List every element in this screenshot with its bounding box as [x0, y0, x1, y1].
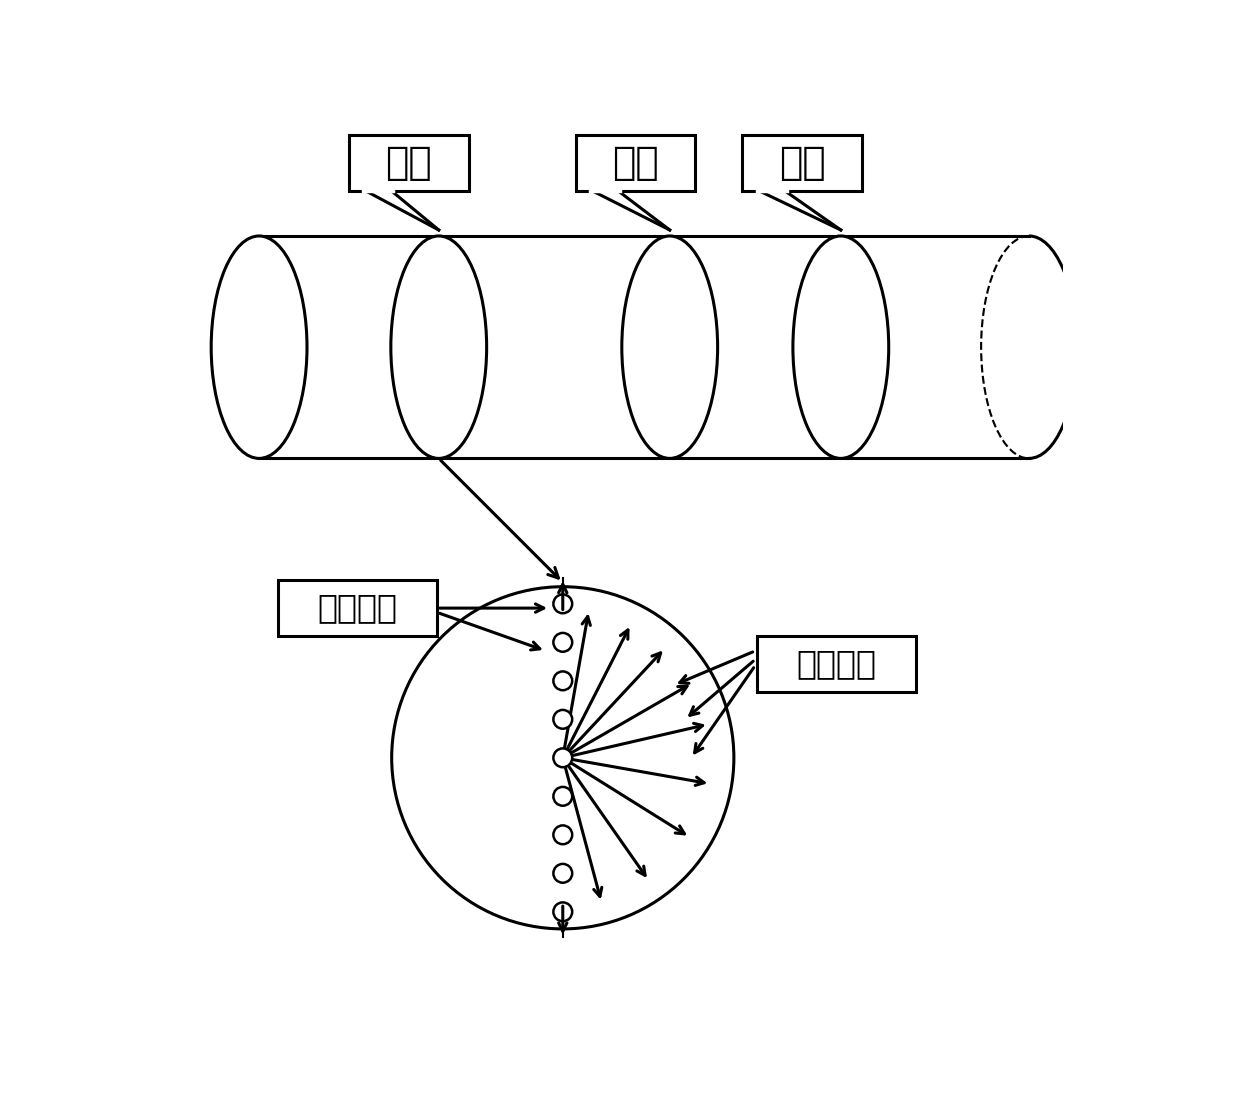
Bar [758, 635, 915, 691]
Ellipse shape [211, 236, 308, 459]
Bar [278, 580, 436, 635]
Ellipse shape [792, 236, 889, 459]
Circle shape [553, 787, 572, 805]
Circle shape [553, 864, 572, 883]
Text: 头部: 头部 [386, 144, 433, 182]
Ellipse shape [391, 236, 486, 459]
Text: 中部: 中部 [613, 144, 658, 182]
Circle shape [553, 902, 572, 921]
Text: 半径方向: 半径方向 [317, 591, 398, 624]
Circle shape [553, 671, 572, 690]
Bar [575, 136, 696, 191]
Circle shape [553, 594, 572, 613]
Bar [743, 136, 862, 191]
Circle shape [553, 710, 572, 729]
Circle shape [553, 749, 572, 768]
Circle shape [553, 825, 572, 844]
Text: 尾部: 尾部 [779, 144, 826, 182]
Bar [348, 136, 469, 191]
Circle shape [553, 633, 572, 652]
Ellipse shape [621, 236, 718, 459]
Circle shape [392, 587, 734, 929]
Text: 角度方向: 角度方向 [796, 648, 877, 680]
